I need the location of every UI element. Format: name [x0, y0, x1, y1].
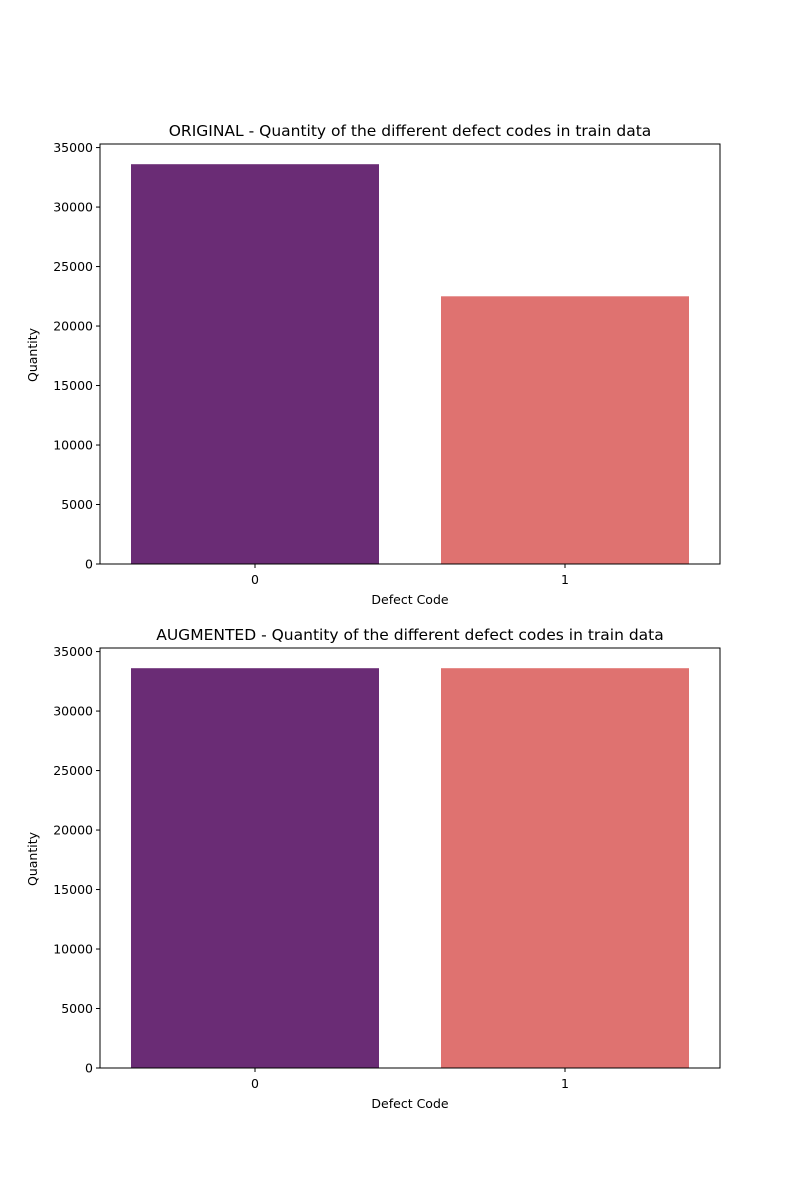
x-axis-label: Defect Code [371, 592, 448, 607]
bar-0 [131, 668, 379, 1068]
y-tick-label: 30000 [53, 200, 93, 215]
bar-0 [131, 164, 379, 564]
x-axis-label: Defect Code [371, 1096, 448, 1111]
y-tick-label: 25000 [53, 763, 93, 778]
x-tick-label: 1 [561, 572, 569, 587]
y-tick-label: 30000 [53, 704, 93, 719]
y-axis: 0 5000 10000 15000 20000 25000 30000 35000 [53, 140, 100, 572]
y-tick-label: 20000 [53, 319, 93, 334]
y-tick-label: 10000 [53, 942, 93, 957]
y-tick-label: 15000 [53, 378, 93, 393]
y-tick-label: 25000 [53, 259, 93, 274]
y-tick-label: 20000 [53, 823, 93, 838]
y-tick-label: 5000 [61, 497, 93, 512]
x-tick-label: 0 [251, 572, 259, 587]
y-axis-label: Quantity [25, 327, 40, 382]
y-tick-label: 10000 [53, 438, 93, 453]
bars [131, 164, 689, 564]
plot-frame [99, 647, 721, 1069]
bars [131, 668, 689, 1068]
y-axis-label: Quantity [25, 831, 40, 886]
chart-title: AUGMENTED - Quantity of the different de… [156, 626, 664, 644]
y-tick-label: 15000 [53, 882, 93, 897]
chart-title: ORIGINAL - Quantity of the different def… [169, 122, 652, 140]
y-axis: 0 5000 10000 15000 20000 25000 30000 35000 [53, 644, 100, 1076]
bar-1 [441, 668, 689, 1068]
y-tick-label: 0 [85, 557, 93, 572]
plot-frame [99, 143, 721, 565]
x-tick-label: 1 [561, 1076, 569, 1091]
chart-original: ORIGINAL - Quantity of the different def… [25, 122, 721, 607]
bar-1 [441, 296, 689, 564]
chart-augmented: AUGMENTED - Quantity of the different de… [25, 626, 721, 1111]
y-tick-label: 5000 [61, 1001, 93, 1016]
y-tick-label: 35000 [53, 644, 93, 659]
x-tick-label: 0 [251, 1076, 259, 1091]
y-tick-label: 0 [85, 1061, 93, 1076]
y-tick-label: 35000 [53, 140, 93, 155]
